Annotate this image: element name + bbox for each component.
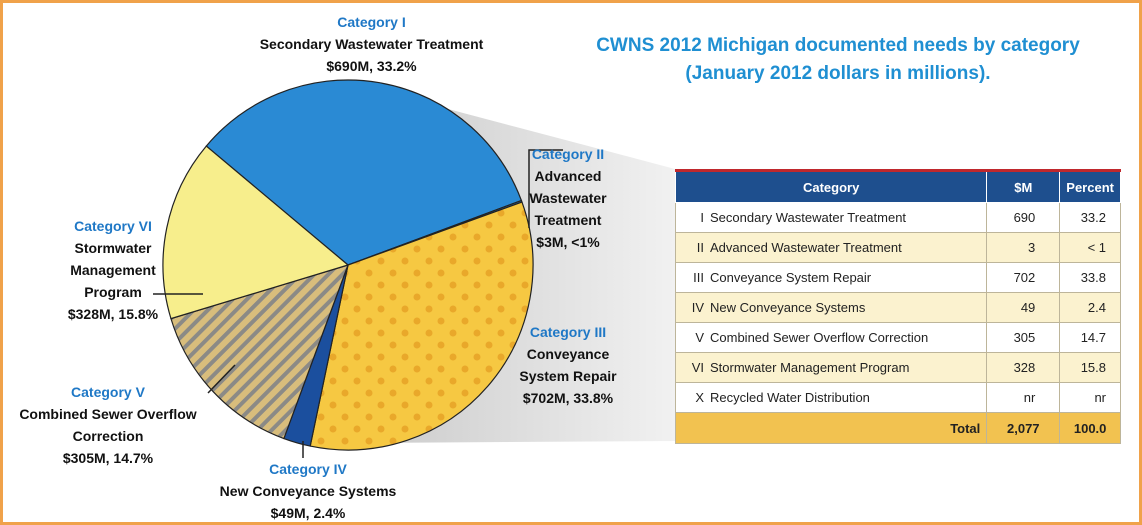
table-cell: I [675,202,706,233]
total-label: Total [674,412,988,444]
table-cell: III [675,262,706,293]
table-cell: VI [675,352,706,383]
slice-label: Category I Secondary Wastewater Treatment… [239,11,504,77]
pie-slice [162,145,350,320]
value-label: $3M, <1% [536,234,600,250]
needs-table: Category $M Percent I Secondary Wastewater T… [674,169,1121,444]
slice-label: Category V Combined Sewer Overflow Correc… [13,381,203,469]
total-row: Total 2,077 100.0 [674,412,1121,444]
table-row: X Recycled Water Distribution nr nr [675,382,1121,413]
category-name: New Conveyance Systems [219,483,397,499]
value-label: $690M, 33.2% [326,58,417,74]
leader-lines [153,149,563,458]
category-label: Category II [531,146,605,162]
table-row: III Conveyance System Repair 702 33.8 [675,262,1121,293]
table-cell: 33.2 [1059,202,1121,233]
subtitle: (January 2012 dollars in millions). [685,63,991,84]
table-cell: 305 [986,322,1061,353]
total-cell: 100.0 [1059,412,1121,444]
title: CWNS 2012 Michigan documented needs by c… [596,35,1080,56]
category-label: Category VI [74,218,152,234]
header-row: Category $M Percent [674,170,1121,203]
table-cell: Secondary Wastewater Treatment [706,202,988,233]
table-cell: Conveyance System Repair [706,262,988,293]
table-row: V Combined Sewer Overflow Correction 305 14… [675,322,1121,353]
table-cell: 15.8 [1059,352,1121,383]
table-row: VI Stormwater Management Program 328 15.8 [675,352,1121,383]
table-row: IV New Conveyance Systems 49 2.4 [675,292,1121,323]
slice-label: Category IV New Conveyance Systems $49M, 2… [203,458,413,522]
table-cell: V [675,322,706,353]
table-cell: 33.8 [1059,262,1121,293]
value-label: $305M, 14.7% [62,450,154,466]
pie-chart [153,79,675,458]
category-label: Category V [71,384,145,400]
table-cell: Stormwater Management Program [706,352,988,383]
table-row: I Secondary Wastewater Treatment 690 33.2 [675,202,1121,233]
table-cell: 14.7 [1059,322,1121,353]
total-cell: 2,077 [986,412,1061,444]
table-cell: II [675,232,706,263]
table-cell: 49 [986,292,1061,323]
table-cell: 328 [986,352,1061,383]
slice-label: Category II Advanced Wastewater Treatment… [518,143,618,253]
value-label: $702M, 33.8% [522,390,614,406]
category-name: Secondary Wastewater Treatment [259,36,484,52]
category-name: Stormwater Management Program [70,240,156,300]
value-label: $328M, 15.8% [67,306,159,322]
pie-slice [309,201,534,451]
slice-label: Category VI Stormwater Management Program… [58,215,168,325]
table-cell: 2.4 [1059,292,1121,323]
table-cell: < 1 [1059,232,1121,263]
category-name: Combined Sewer Overflow Correction [19,406,197,444]
header-cell: $M [986,170,1061,203]
table-cell: IV [675,292,706,323]
category-label: Category IV [269,461,347,477]
pie-slice [170,264,349,440]
table-cell: Recycled Water Distribution [706,382,988,413]
category-name: Conveyance System Repair [519,346,617,384]
category-label: Category III [529,324,607,340]
table-cell: Combined Sewer Overflow Correction [706,322,988,353]
category-name: Advanced Wastewater Treatment [529,168,607,228]
table-cell: nr [1059,382,1121,413]
value-label: $49M, 2.4% [270,505,346,521]
table-cell: Advanced Wastewater Treatment [706,232,988,263]
table-cell: nr [986,382,1061,413]
header-cell: Category [674,170,988,203]
category-label: Category I [337,14,406,30]
table-row: II Advanced Wastewater Treatment 3 < 1 [675,232,1121,263]
table-cell: 3 [986,232,1061,263]
slice-label: Category III Conveyance System Repair $702… [508,321,628,409]
header-cell: Percent [1059,170,1121,203]
table-cell: 690 [986,202,1061,233]
table-cell: New Conveyance Systems [706,292,988,323]
pie-slice [205,79,523,266]
table-cell: 702 [986,262,1061,293]
table-cell: X [675,382,706,413]
